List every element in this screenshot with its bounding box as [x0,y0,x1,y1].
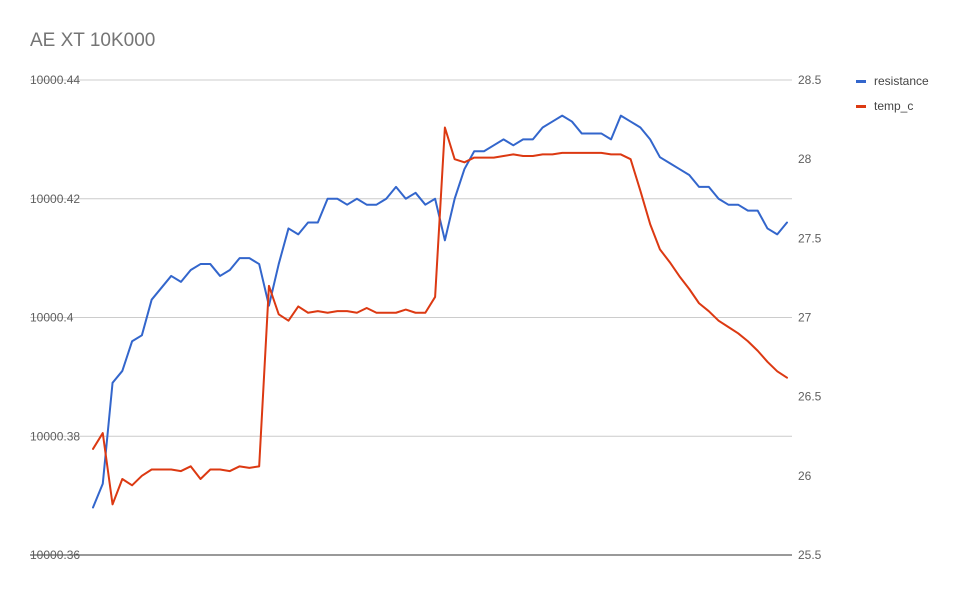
right-tick-label: 28.5 [798,73,822,87]
left-tick-label: 10000.36 [30,548,80,562]
left-tick-label: 10000.4 [30,311,74,325]
right-tick-label: 26.5 [798,390,822,404]
series-line-temp-c[interactable] [92,126,788,506]
right-axis-ticks: 25.5 26 26.5 27 27.5 28 28.5 [798,73,822,562]
legend-swatch-resistance [856,79,866,83]
right-tick-label: 26 [798,469,812,483]
right-tick-label: 27 [798,311,812,325]
series-lines [92,114,788,509]
legend-item-resistance[interactable]: resistance [856,73,929,89]
series-line-resistance[interactable] [92,114,788,509]
left-tick-label: 10000.42 [30,192,80,206]
legend-label-temp-c: temp_c [874,99,914,113]
chart-title: AE XT 10K000 [30,30,156,51]
left-tick-label: 10000.38 [30,429,80,443]
left-axis-ticks: 10000.36 10000.38 10000.4 10000.42 10000.44 [30,73,80,562]
right-tick-label: 25.5 [798,548,822,562]
legend-label-resistance: resistance [874,74,929,88]
gridlines [30,79,792,556]
left-tick-label: 10000.44 [30,73,80,87]
legend-item-temp-c[interactable]: temp_c [856,98,913,114]
right-tick-label: 28 [798,152,812,166]
legend-swatch-temp-c [856,104,866,108]
right-tick-label: 27.5 [798,231,822,245]
